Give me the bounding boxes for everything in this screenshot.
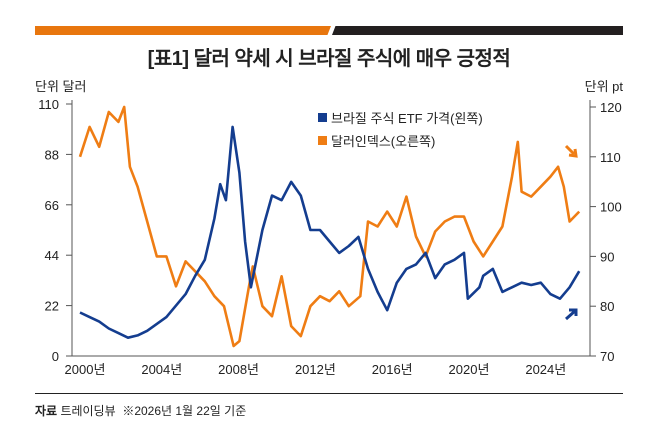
source-line: 자료 트레이딩뷰 ※2026년 1월 22일 기준: [35, 402, 246, 419]
legend-swatch: [318, 136, 327, 145]
chart-title: [표1] 달러 약세 시 브라질 주식에 매우 긍정적: [147, 48, 511, 70]
left-tick-label: 22: [45, 299, 59, 314]
footer-divider: [35, 393, 623, 394]
x-tick-label: 2004년: [141, 362, 182, 377]
right-axis-unit: 단위 pt: [584, 79, 623, 94]
arrow-down-icon: [564, 144, 578, 158]
legend-label: 달러인덱스(오른쪽): [331, 134, 435, 149]
x-tick-label: 2000년: [65, 362, 106, 377]
left-tick-label: 44: [45, 248, 59, 263]
source-label: 자료: [35, 404, 58, 418]
etf-price-line: [79, 125, 581, 340]
arrow-up-icon: [565, 308, 578, 321]
right-tick-label: 100: [600, 200, 622, 215]
right-tick-label: 90: [600, 249, 614, 264]
legend-swatch: [318, 113, 327, 122]
left-axis-unit: 단위 달러: [35, 79, 87, 94]
right-tick-label: 80: [600, 299, 614, 314]
right-tick-label: 120: [600, 100, 622, 115]
left-tick-label: 0: [52, 349, 59, 364]
x-tick-label: 2016년: [372, 362, 413, 377]
accent-bar-orange: [35, 26, 331, 35]
legend-label: 브라질 주식 ETF 가격(왼쪽): [331, 111, 483, 126]
right-tick-label: 70: [600, 349, 614, 364]
x-tick-label: 2012년: [295, 362, 336, 377]
x-tick-label: 2020년: [449, 362, 490, 377]
accent-bar-dark: [332, 26, 623, 35]
date-note: ※2026년 1월 22일 기준: [122, 404, 247, 418]
right-tick-label: 110: [600, 150, 621, 165]
dollar-index-line: [78, 105, 581, 348]
left-tick-label: 66: [45, 198, 59, 213]
left-tick-label: 110: [38, 97, 59, 112]
x-tick-label: 2024년: [525, 362, 566, 377]
left-tick-label: 88: [45, 147, 59, 162]
source-text: 트레이딩뷰: [60, 404, 116, 418]
x-tick-label: 2008년: [218, 362, 259, 377]
